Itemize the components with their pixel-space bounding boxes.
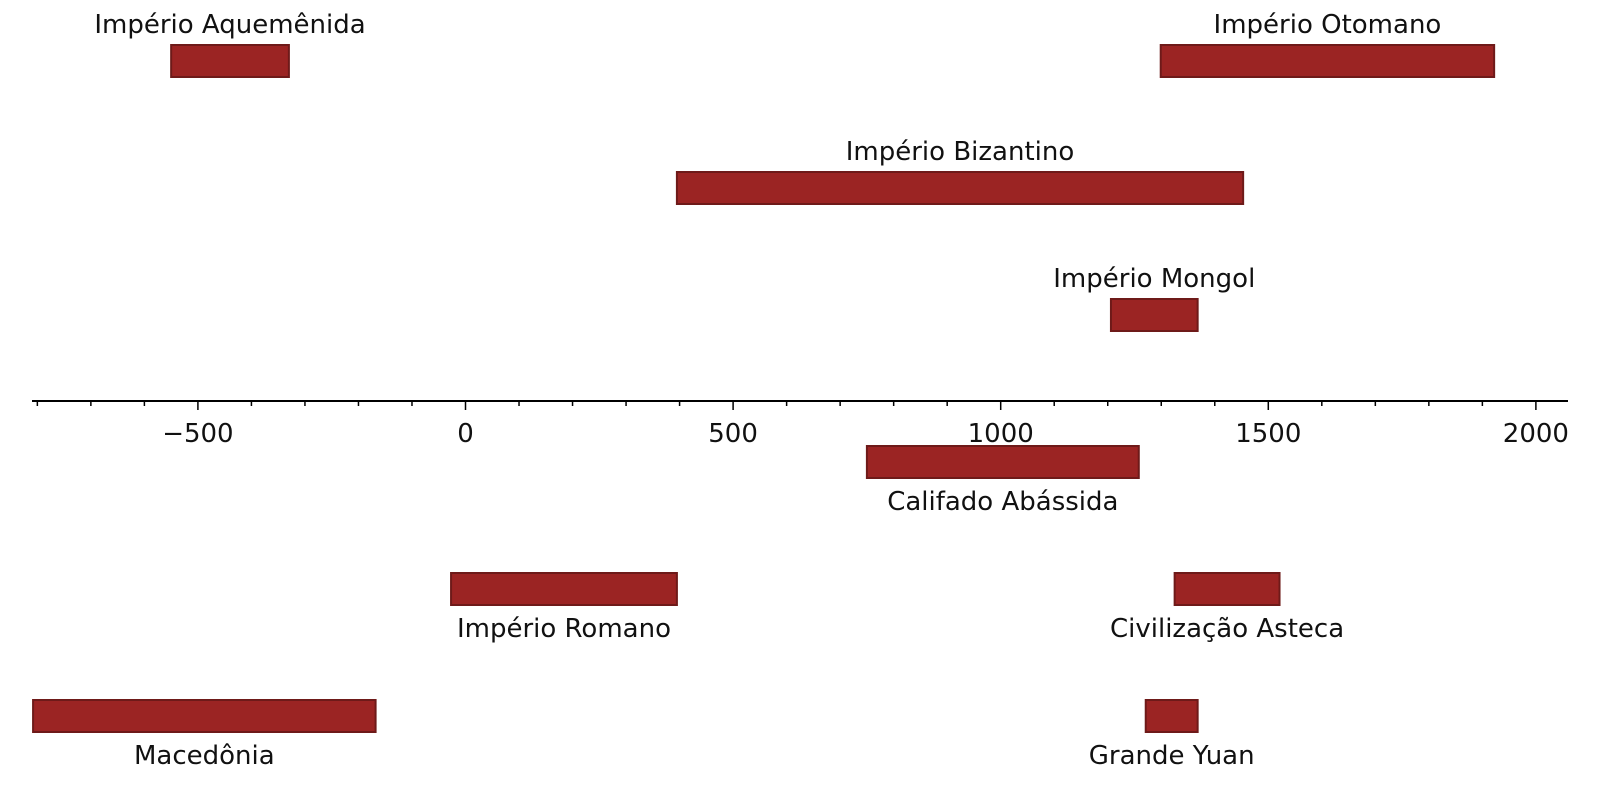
bar-label: Império Aquemênida — [94, 10, 365, 40]
x-tick-label: 1000 — [968, 419, 1034, 449]
x-tick-label: 2000 — [1503, 419, 1569, 449]
bar-label: Macedônia — [134, 741, 275, 771]
timeline-bar — [1159, 44, 1496, 78]
bar-label: Grande Yuan — [1089, 741, 1255, 771]
timeline-bar — [1173, 572, 1281, 606]
x-axis: −500 0 500 1000 1500 2000 — [32, 400, 1569, 449]
timeline-bar — [1109, 298, 1199, 332]
timeline-bar — [32, 699, 377, 733]
bar-label: Califado Abássida — [887, 487, 1118, 517]
bar-label: Império Mongol — [1053, 264, 1255, 294]
bar-label: Civilização Asteca — [1110, 614, 1344, 644]
timeline-bar — [170, 44, 290, 78]
x-tick-label: 0 — [457, 419, 474, 449]
bar-label: Império Otomano — [1214, 10, 1442, 40]
timeline-bar — [1144, 699, 1199, 733]
timeline-bar — [865, 445, 1140, 479]
bars-layer: Império Aquemênida Império Otomano Império… — [32, 10, 1496, 771]
x-tick-label: −500 — [162, 419, 233, 449]
timeline-bar — [675, 171, 1245, 205]
x-tick-label: 500 — [708, 419, 758, 449]
x-tick-label: 1500 — [1235, 419, 1301, 449]
bar-label: Império Romano — [457, 614, 671, 644]
bar-label: Império Bizantino — [846, 137, 1075, 167]
timeline-bar — [450, 572, 678, 606]
